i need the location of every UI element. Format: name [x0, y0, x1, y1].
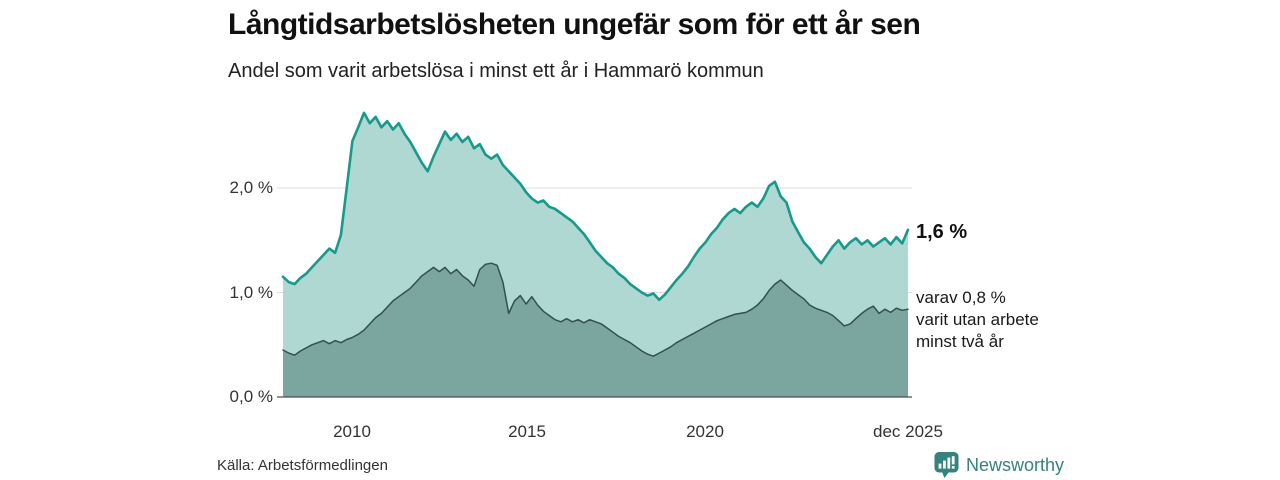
x-axis-tick-2020: 2020 — [686, 422, 724, 441]
y-axis-tick-2: 2,0 % — [229, 178, 273, 197]
x-axis-tick-2015: 2015 — [508, 422, 546, 441]
x-axis-tick-dec-2025: dec 2025 — [873, 422, 943, 441]
y-axis-tick-0: 0,0 % — [229, 387, 273, 406]
two-year-line — [282, 262, 909, 357]
newsworthy-barchart-bubble-icon — [934, 452, 959, 478]
newsworthy-brand-name: Newsworthy — [966, 454, 1065, 475]
page-subtitle: Andel som varit arbetslösa i minst ett å… — [228, 60, 764, 82]
page-title: Långtidsarbetslösheten ungefär som för e… — [228, 8, 921, 41]
newsworthy-brand-link[interactable]: Newsworthy — [934, 450, 1064, 480]
y-axis-tick-1: 1,0 % — [229, 283, 273, 302]
two-year-end-annotation: varav 0,8 % varit utan arbete minst två … — [916, 288, 1039, 351]
total-end-value-label: 1,6 % — [916, 221, 968, 243]
x-axis-tick-2010: 2010 — [333, 422, 371, 441]
total-line — [281, 111, 910, 302]
source-caption: Källa: Arbetsförmedlingen — [217, 457, 388, 474]
area-series — [281, 111, 910, 398]
two-year-area-fill — [283, 263, 908, 397]
